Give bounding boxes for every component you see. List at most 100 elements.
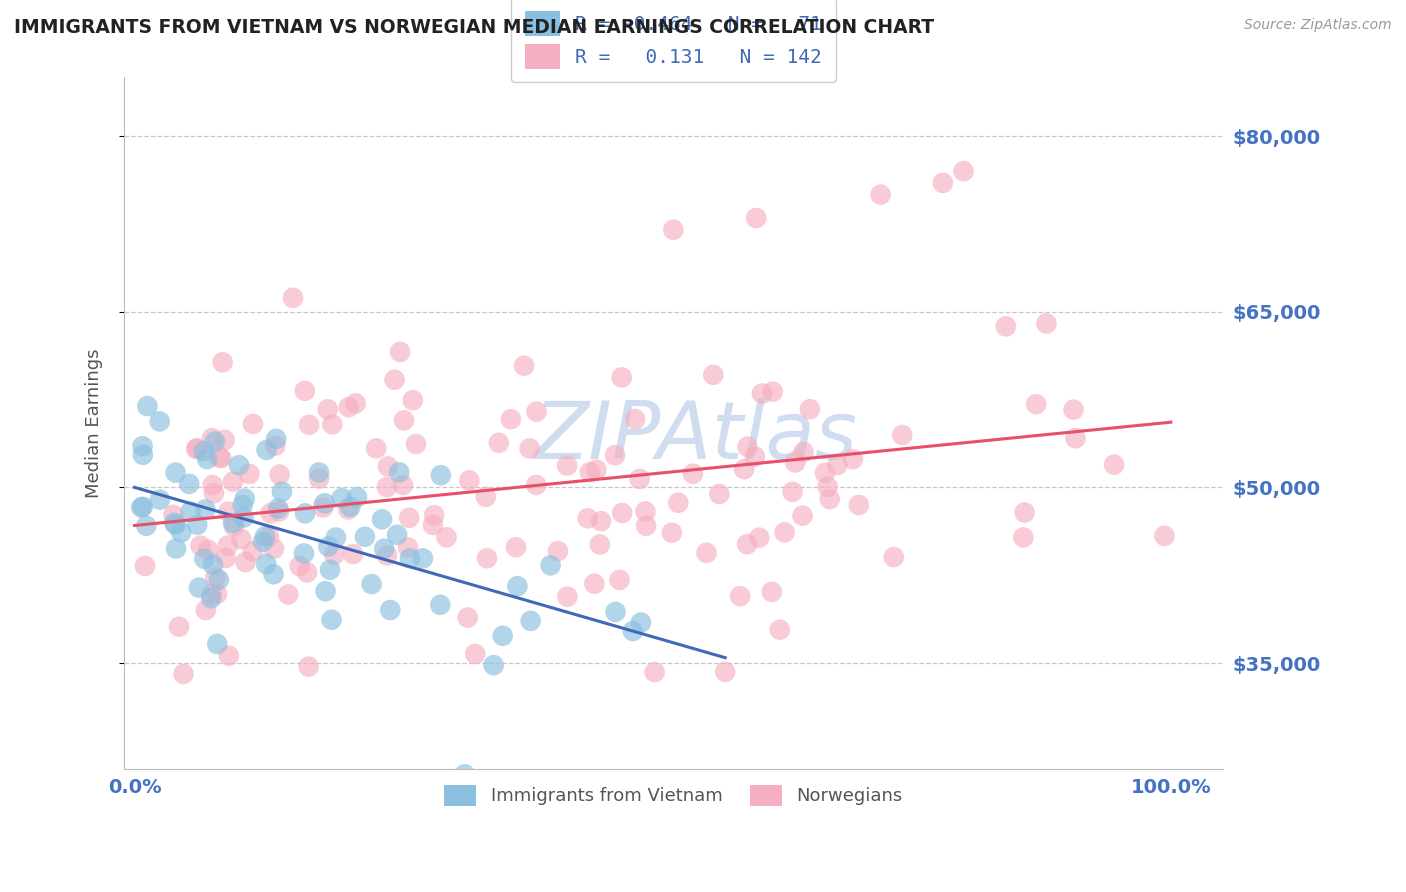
Point: [277, 587, 299, 601]
Point: [165, 517, 187, 532]
Point: [165, 466, 187, 480]
Point: [337, 401, 360, 415]
Point: [398, 510, 420, 524]
Point: [744, 450, 766, 464]
Point: [576, 511, 599, 525]
Text: IMMIGRANTS FROM VIETNAM VS NORWEGIAN MEDIAN EARNINGS CORRELATION CHART: IMMIGRANTS FROM VIETNAM VS NORWEGIAN MED…: [14, 18, 934, 37]
Point: [132, 448, 155, 462]
Point: [242, 417, 264, 431]
Point: [165, 541, 187, 556]
Point: [264, 432, 287, 446]
Point: [793, 445, 815, 459]
Point: [380, 603, 402, 617]
Point: [295, 566, 318, 580]
Point: [208, 450, 231, 465]
Point: [932, 176, 955, 190]
Point: [321, 613, 343, 627]
Point: [610, 370, 633, 384]
Point: [292, 546, 315, 560]
Point: [149, 414, 172, 428]
Point: [458, 474, 481, 488]
Point: [193, 551, 215, 566]
Point: [238, 467, 260, 481]
Point: [402, 393, 425, 408]
Point: [360, 577, 382, 591]
Point: [1153, 529, 1175, 543]
Point: [436, 530, 458, 544]
Point: [405, 437, 427, 451]
Point: [222, 475, 245, 489]
Point: [585, 463, 607, 477]
Point: [190, 539, 212, 553]
Point: [197, 542, 219, 557]
Point: [396, 541, 419, 555]
Point: [591, 514, 613, 528]
Point: [254, 557, 277, 571]
Point: [186, 442, 208, 456]
Point: [172, 667, 194, 681]
Point: [136, 399, 159, 413]
Point: [634, 504, 657, 518]
Point: [644, 665, 666, 679]
Point: [624, 412, 647, 426]
Point: [1102, 458, 1125, 472]
Point: [422, 518, 444, 533]
Point: [294, 384, 316, 398]
Point: [429, 598, 451, 612]
Point: [321, 417, 343, 432]
Point: [162, 508, 184, 522]
Point: [134, 558, 156, 573]
Point: [373, 541, 395, 556]
Point: [714, 665, 737, 679]
Point: [318, 540, 340, 554]
Text: ZIPAtlas: ZIPAtlas: [533, 398, 858, 475]
Point: [217, 539, 239, 553]
Point: [728, 589, 751, 603]
Point: [579, 465, 602, 479]
Point: [298, 659, 321, 673]
Point: [666, 496, 689, 510]
Point: [201, 558, 224, 572]
Point: [661, 525, 683, 540]
Point: [222, 516, 245, 530]
Point: [662, 223, 685, 237]
Point: [609, 573, 631, 587]
Point: [505, 541, 527, 555]
Point: [555, 458, 578, 473]
Point: [231, 532, 253, 546]
Point: [200, 591, 222, 606]
Point: [695, 546, 717, 560]
Point: [325, 531, 347, 545]
Point: [761, 585, 783, 599]
Point: [232, 498, 254, 512]
Point: [751, 386, 773, 401]
Point: [583, 576, 606, 591]
Point: [204, 570, 226, 584]
Point: [628, 472, 651, 486]
Point: [769, 623, 792, 637]
Point: [457, 610, 479, 624]
Point: [263, 567, 285, 582]
Point: [1012, 531, 1035, 545]
Point: [454, 767, 477, 781]
Point: [817, 480, 839, 494]
Point: [540, 558, 562, 573]
Point: [201, 587, 224, 601]
Point: [785, 455, 807, 469]
Point: [167, 620, 190, 634]
Point: [385, 528, 408, 542]
Point: [211, 355, 233, 369]
Point: [235, 555, 257, 569]
Point: [488, 435, 510, 450]
Point: [337, 502, 360, 516]
Point: [636, 518, 658, 533]
Point: [194, 502, 217, 516]
Point: [745, 211, 768, 225]
Point: [256, 442, 278, 457]
Point: [371, 512, 394, 526]
Point: [308, 466, 330, 480]
Point: [129, 500, 152, 515]
Point: [366, 442, 388, 456]
Point: [375, 549, 398, 563]
Point: [149, 492, 172, 507]
